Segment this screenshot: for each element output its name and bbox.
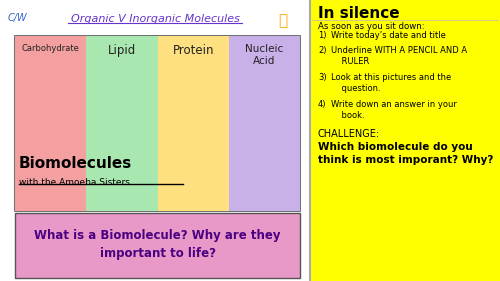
Text: Biomolecules: Biomolecules (19, 156, 132, 171)
Text: What is a Biomolecule? Why are they
important to life?: What is a Biomolecule? Why are they impo… (34, 229, 281, 260)
FancyBboxPatch shape (15, 36, 86, 211)
Text: C/W: C/W (8, 13, 28, 23)
FancyBboxPatch shape (86, 36, 158, 211)
Text: 3): 3) (318, 73, 326, 82)
Text: 2): 2) (318, 46, 326, 55)
FancyBboxPatch shape (15, 213, 300, 278)
Text: Write down an answer in your
    book.: Write down an answer in your book. (331, 100, 457, 120)
Text: 1): 1) (318, 31, 326, 40)
Text: Organic V Inorganic Molecules: Organic V Inorganic Molecules (70, 14, 239, 24)
FancyBboxPatch shape (310, 0, 500, 281)
Text: Look at this pictures and the
    question.: Look at this pictures and the question. (331, 73, 451, 93)
Text: As soon as you sit down:: As soon as you sit down: (318, 22, 424, 31)
FancyBboxPatch shape (15, 36, 300, 211)
Text: Carbohydrate: Carbohydrate (22, 44, 80, 53)
Text: Lipid: Lipid (108, 44, 136, 57)
Text: In silence: In silence (318, 6, 400, 21)
Text: CHALLENGE:: CHALLENGE: (318, 129, 380, 139)
FancyBboxPatch shape (158, 36, 229, 211)
Text: Nucleic
Acid: Nucleic Acid (245, 44, 284, 65)
FancyBboxPatch shape (0, 0, 310, 281)
Text: Which biomolecule do you
think is most imporant? Why?: Which biomolecule do you think is most i… (318, 142, 494, 165)
Text: with the Amoeba Sisters: with the Amoeba Sisters (19, 178, 130, 187)
Text: Protein: Protein (172, 44, 214, 57)
Text: 4): 4) (318, 100, 326, 109)
Text: Write today’s date and title: Write today’s date and title (331, 31, 446, 40)
FancyBboxPatch shape (229, 36, 300, 211)
Text: Underline WITH A PENCIL AND A
    RULER: Underline WITH A PENCIL AND A RULER (331, 46, 467, 66)
Text: 🖊: 🖊 (278, 13, 287, 28)
